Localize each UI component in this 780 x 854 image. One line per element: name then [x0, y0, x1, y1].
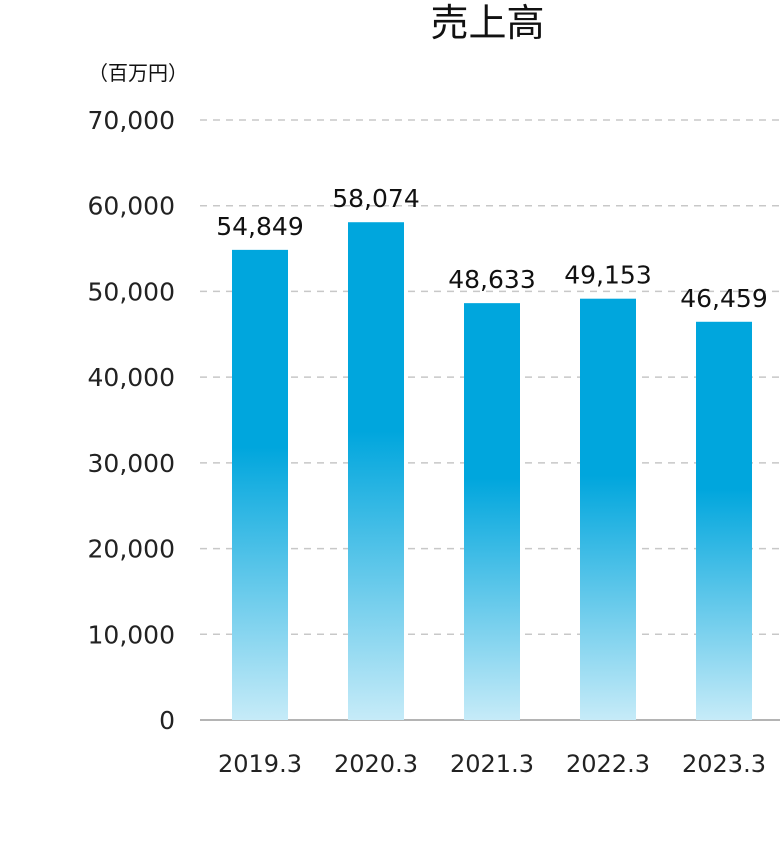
y-tick-label: 60,000 — [88, 192, 175, 221]
bar-layer — [232, 222, 752, 721]
y-tick-label: 0 — [159, 706, 175, 735]
data-label: 46,459 — [680, 284, 767, 313]
x-category-label: 2020.3 — [334, 750, 418, 778]
data-label: 58,074 — [332, 184, 419, 213]
y-tick-label: 40,000 — [88, 363, 175, 392]
y-tick-label: 10,000 — [88, 620, 175, 649]
unit-label: （百万円） — [88, 61, 188, 85]
x-category-label: 2019.3 — [218, 750, 302, 778]
data-label: 49,153 — [564, 261, 651, 290]
data-label: 54,849 — [216, 212, 303, 241]
bar — [580, 298, 636, 720]
label-layer: 0 10,000 20,000 30,000 40,000 50,000 60,000 70,… — [88, 106, 768, 778]
y-tick-label: 30,000 — [88, 449, 175, 478]
bar — [696, 321, 752, 720]
chart-title: 売上高 — [430, 1, 545, 45]
x-category-label: 2021.3 — [450, 750, 534, 778]
y-tick-label: 70,000 — [88, 106, 175, 135]
bar — [348, 222, 404, 721]
x-category-label: 2022.3 — [566, 750, 650, 778]
y-tick-label: 50,000 — [88, 277, 175, 306]
x-category-label: 2023.3 — [682, 750, 766, 778]
y-tick-label: 20,000 — [88, 535, 175, 564]
bar — [232, 249, 288, 720]
data-label: 48,633 — [448, 265, 535, 294]
bar — [464, 303, 520, 720]
